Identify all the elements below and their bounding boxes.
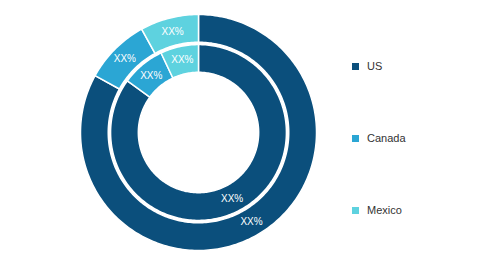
svg-text:XX%: XX% [221, 193, 243, 204]
html-text:Canada: Canada [367, 132, 406, 144]
svg-text:XX%: XX% [240, 216, 262, 227]
svg-text:XX%: XX% [114, 53, 136, 64]
svg-text:XX%: XX% [140, 70, 162, 81]
svg-text:XX%: XX% [171, 54, 193, 65]
svg-text:XX%: XX% [161, 26, 183, 37]
html-text:Mexico: Mexico [367, 204, 402, 216]
html-text:US: US [367, 60, 383, 72]
